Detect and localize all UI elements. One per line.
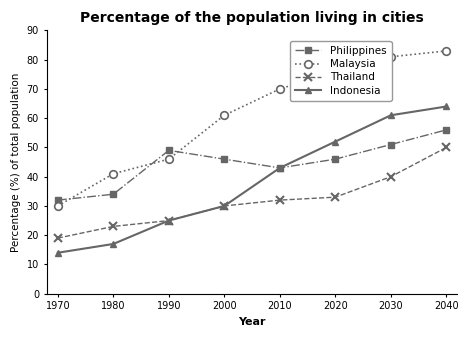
Indonesia [388,113,394,117]
Malaysia [277,87,283,91]
Thailand [444,145,449,149]
Malaysia [221,113,227,117]
Indonesia [55,251,61,255]
Malaysia [388,55,394,59]
Legend: Philippines, Malaysia, Thailand, Indonesia: Philippines, Malaysia, Thailand, Indones… [290,41,391,101]
Indonesia [444,104,449,108]
Malaysia [166,157,171,161]
Thailand [166,219,171,223]
Malaysia [55,204,61,208]
Philippines [277,166,283,170]
Philippines [166,148,171,152]
Thailand [55,236,61,240]
Philippines [444,128,449,132]
Philippines [111,192,116,196]
Y-axis label: Percentage (%) of total population: Percentage (%) of total population [11,72,21,252]
Malaysia [111,172,116,176]
Indonesia [221,204,227,208]
Title: Percentage of the population living in cities: Percentage of the population living in c… [80,11,424,25]
Line: Thailand: Thailand [54,143,450,242]
Malaysia [444,49,449,53]
Indonesia [333,140,338,144]
Thailand [111,224,116,228]
Line: Malaysia: Malaysia [54,47,450,210]
Indonesia [111,242,116,246]
Line: Philippines: Philippines [55,127,449,203]
Philippines [333,157,338,161]
Philippines [221,157,227,161]
Indonesia [277,166,283,170]
Thailand [388,175,394,179]
Thailand [221,204,227,208]
Philippines [55,198,61,202]
Philippines [388,143,394,147]
Indonesia [166,219,171,223]
Malaysia [333,69,338,73]
Thailand [277,198,283,202]
Line: Indonesia: Indonesia [54,103,450,256]
Thailand [333,195,338,199]
X-axis label: Year: Year [238,317,266,327]
